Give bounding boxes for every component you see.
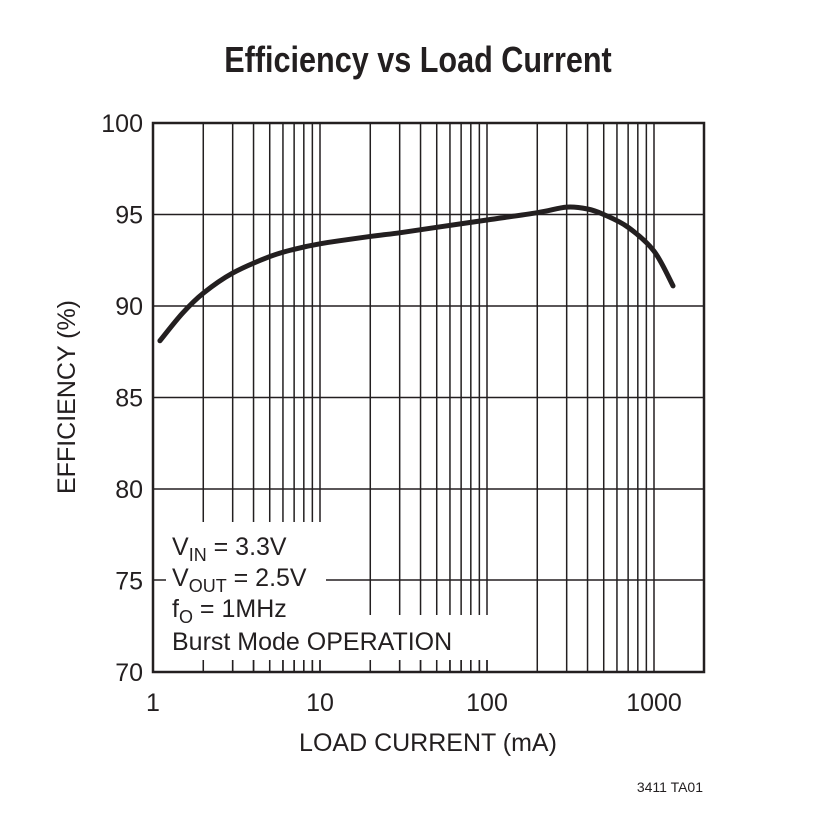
x-tick-label: 1	[146, 689, 160, 717]
y-axis-label: EFFICIENCY (%)	[53, 300, 81, 494]
efficiency-curve	[157, 204, 676, 344]
chart-title: Efficiency vs Load Current	[224, 41, 611, 81]
y-tick-label: 80	[115, 476, 143, 504]
x-tick-label: 10	[306, 689, 334, 717]
annotation-background	[156, 522, 330, 660]
y-tick-label: 95	[115, 202, 143, 230]
annotation-mode: Burst Mode OPERATION	[172, 628, 452, 656]
plot-frame	[151, 121, 706, 674]
y-tick-label: 85	[115, 385, 143, 413]
y-tick-label: 70	[115, 659, 143, 687]
y-tick-label: 75	[115, 568, 143, 596]
y-tick-label: 100	[101, 110, 143, 138]
x-axis-label: LOAD CURRENT (mA)	[299, 729, 557, 757]
annotation-vin: VIN = 3.3V	[172, 533, 287, 565]
y-tick-label: 90	[115, 293, 143, 321]
annotation-block: VIN = 3.3V VOUT = 2.5V fO = 1MHz Burst M…	[172, 533, 452, 656]
figure-id: 3411 TA01	[637, 779, 703, 795]
x-tick-label: 100	[466, 689, 508, 717]
x-tick-label: 1000	[626, 689, 682, 717]
annotation-background	[330, 615, 488, 660]
annotation-fo: fO = 1MHz	[172, 595, 287, 627]
annotation-vout: VOUT = 2.5V	[172, 564, 307, 596]
